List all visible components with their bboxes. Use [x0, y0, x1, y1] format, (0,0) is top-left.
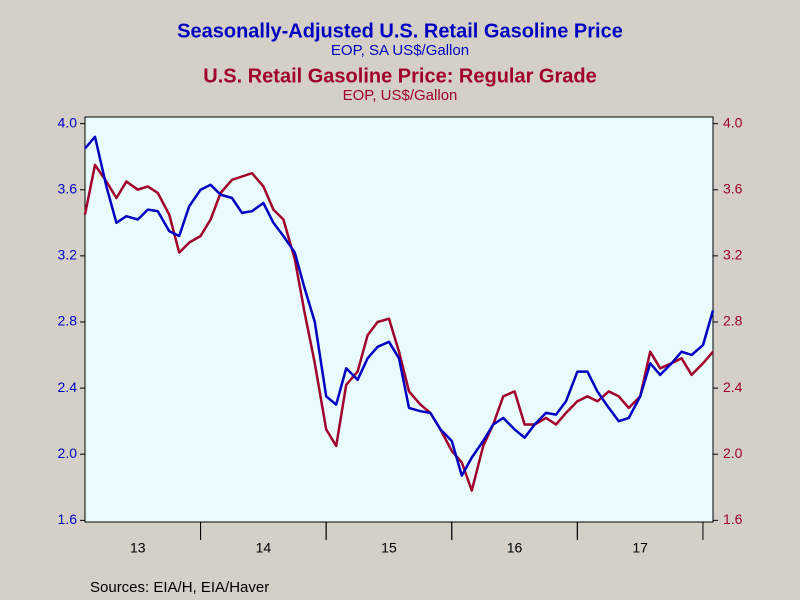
y2-tick-label: 3.2: [723, 247, 743, 263]
x-tick-label: 15: [381, 540, 397, 556]
y-tick-label: 4.0: [58, 114, 78, 130]
y2-tick-label: 3.6: [723, 180, 743, 196]
y-tick-label: 3.6: [58, 180, 78, 196]
y2-tick-label: 2.4: [723, 379, 743, 395]
y-tick-label: 2.0: [58, 445, 78, 461]
series-line: [84, 135, 715, 477]
plot-area: [84, 116, 714, 523]
x-tick-label: 14: [256, 540, 272, 556]
x-tick-label: 17: [632, 540, 648, 556]
y-tick-label: 2.4: [58, 379, 78, 395]
x-tick-label: 16: [507, 540, 523, 556]
x-tick-label: 13: [130, 540, 146, 556]
y2-tick-label: 2.0: [723, 445, 743, 461]
y-tick-label: 1.6: [58, 511, 78, 527]
series-units: EOP, US$/Gallon: [343, 87, 458, 104]
y-tick-label: 3.2: [58, 247, 78, 263]
series-units: EOP, SA US$/Gallon: [331, 42, 469, 59]
source: Sources: EIA/H, EIA/Haver: [90, 579, 269, 596]
series-title: Seasonally-Adjusted U.S. Retail Gasoline…: [177, 20, 623, 42]
y-tick-label: 2.8: [58, 313, 78, 329]
series-title: U.S. Retail Gasoline Price: Regular Grad…: [203, 65, 596, 87]
y2-tick-label: 1.6: [723, 511, 743, 527]
y2-tick-label: 4.0: [723, 114, 743, 130]
series-line: [83, 163, 714, 492]
y2-tick-label: 2.8: [723, 313, 743, 329]
